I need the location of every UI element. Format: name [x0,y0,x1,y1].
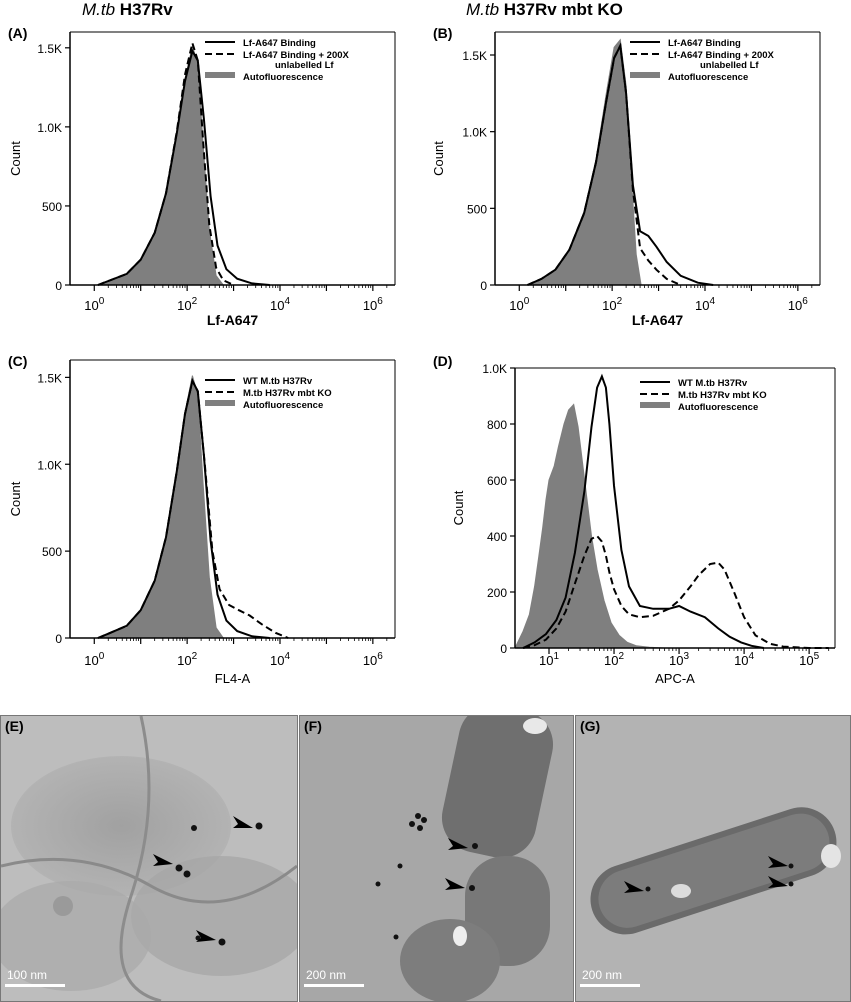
micrograph-e-image [1,716,297,1001]
y-axis-label: Count [8,141,23,176]
series-fill-autofluorescence [514,403,665,649]
y-tick-label: 0 [55,632,62,646]
x-tick-label: 102 [602,296,622,313]
x-tick-label: 102 [177,296,197,313]
y-tick-label: 1.5K [37,42,62,56]
micrograph-e: (E) 100 nm [0,715,298,1002]
series-line-solid [522,373,764,649]
y-tick-label: 1.5K [37,371,62,385]
y-tick-label: 200 [487,586,507,600]
micrograph-f: (F) 200 nm [299,715,574,1002]
y-tick-label: 1.0K [37,458,62,472]
y-tick-label: 500 [467,202,487,216]
y-tick-label: 400 [487,530,507,544]
y-tick-label: 600 [487,474,507,488]
header-left-italic: M.tb [82,0,116,19]
x-tick-label: 104 [270,651,290,668]
series-line-dashed [97,377,289,639]
header-right: M.tb H37Rv mbt KO [466,0,623,20]
x-axis-label: Lf-A647 [207,312,259,328]
histogram-panel-d: (D) 0 200 400 600 800 1.0K 101 102 103 104 105 APC-A… [433,353,836,686]
legend-label: unlabelled Lf [275,60,334,71]
header-left-bold: H37Rv [119,0,173,19]
legend-label: Lf-A647 Binding [668,38,741,49]
scale-bar-label-e: 100 nm [7,968,48,982]
y-tick-label: 0 [500,642,507,656]
y-tick-label: 500 [42,545,62,559]
x-tick-label: 100 [509,296,529,313]
x-tick-label: 102 [177,651,197,668]
legend-label: M.tb H37Rv mbt KO [678,390,767,401]
series-line-dashed [522,534,829,649]
y-tick-label: 1.0K [37,121,62,135]
y-tick-label: 1.5K [462,49,487,63]
panel-label: (A) [8,25,27,41]
x-tick-label: 105 [799,651,819,668]
y-tick-label: 500 [42,200,62,214]
panel-label-e: (E) [5,718,24,734]
panel-label: (D) [433,353,452,369]
x-tick-label: 100 [84,651,104,668]
legend-label: WT M.tb H37Rv [678,378,748,389]
header-left: M.tb H37Rv [82,0,173,20]
legend-label: Autofluorescence [243,72,323,83]
panel-label: (C) [8,353,27,369]
x-tick-label: 106 [363,296,383,313]
x-tick-label: 102 [604,651,624,668]
header-right-italic: M.tb [466,0,500,19]
scale-bar-label-f: 200 nm [306,968,347,982]
x-tick-label: 104 [270,296,290,313]
series-line-dashed [97,39,235,286]
header-right-bold: H37Rv mbt KO [503,0,623,19]
x-tick-label: 103 [669,651,689,668]
x-axis-label: APC-A [655,671,695,686]
histogram-panel-b: (B) 0 500 1.0K 1.5K 100 102 104 106 Lf-A647 Count L… [431,25,821,328]
y-axis-label: Count [431,141,446,176]
histogram-panel-a: (A) 0 500 1.0K 1.5K 100 102 104 106 Lf-A647 Count L… [8,25,396,328]
legend-label: M.tb H37Rv mbt KO [243,388,332,399]
panel-label: (B) [433,25,452,41]
scale-bar-label-g: 200 nm [582,968,623,982]
x-tick-label: 104 [734,651,754,668]
legend-label: Autofluorescence [678,402,758,413]
legend-label: Autofluorescence [243,400,323,411]
legend-label: Lf-A647 Binding + 200X [243,50,350,61]
y-tick-label: 0 [55,279,62,293]
panel-label-g: (G) [580,718,601,734]
legend-swatch-fill [205,400,235,406]
series-fill-autofluorescence [97,375,225,639]
legend-swatch-fill [640,402,670,408]
x-axis-label: FL4-A [215,671,251,686]
x-tick-label: 104 [695,296,715,313]
histogram-panel-c: (C) 0 500 1.0K 1.5K 100 102 104 106 FL4-A Count WT … [8,353,396,686]
x-tick-label: 106 [788,296,808,313]
legend-label: Lf-A647 Binding + 200X [668,50,775,61]
legend-swatch-fill [630,72,660,78]
y-tick-label: 1.0K [462,126,487,140]
legend-swatch-fill [205,72,235,78]
legend-label: Autofluorescence [668,72,748,83]
legend-label: unlabelled Lf [700,60,759,71]
panel-label-f: (F) [304,718,322,734]
x-tick-label: 101 [539,651,559,668]
y-tick-label: 0 [480,279,487,293]
x-tick-label: 100 [84,296,104,313]
legend-label: Lf-A647 Binding [243,38,316,49]
y-axis-label: Count [451,490,466,525]
micrograph-f-image [300,716,573,1001]
y-axis-label: Count [8,481,23,516]
x-axis-label: Lf-A647 [632,312,684,328]
y-tick-label: 800 [487,418,507,432]
series-line-dashed [527,42,682,286]
micrograph-g: (G) 200 nm [575,715,851,1002]
y-tick-label: 1.0K [482,362,507,376]
micrograph-g-image [576,716,850,1001]
legend-label: WT M.tb H37Rv [243,376,313,387]
x-tick-label: 106 [363,651,383,668]
